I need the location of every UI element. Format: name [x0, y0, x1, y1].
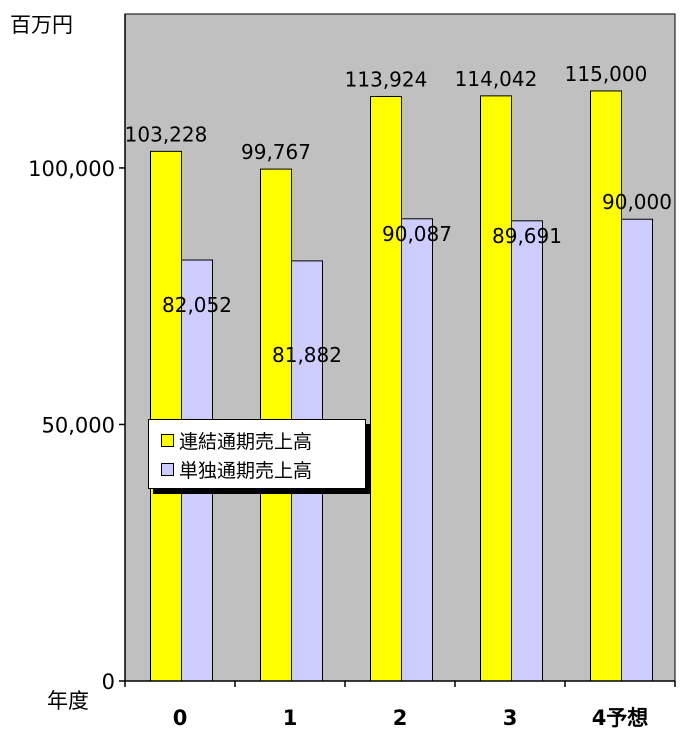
- y-axis-unit-label: 百万円: [10, 13, 73, 37]
- bar-consolidated-4: [590, 90, 622, 682]
- bar-consolidated-2: [370, 95, 402, 682]
- legend-item-consolidated: 連結通期売上高: [161, 426, 365, 455]
- data-label-consolidated-1: 99,767: [241, 140, 311, 164]
- legend-swatch-consolidated: [161, 434, 174, 447]
- bar-standalone-4: [621, 218, 653, 682]
- x-tick-label-4: 4予想: [592, 706, 649, 730]
- data-label-consolidated-3: 114,042: [455, 67, 538, 91]
- legend-label-consolidated: 連結通期売上高: [179, 431, 313, 453]
- data-label-standalone-2: 90,087: [382, 222, 452, 246]
- x-tick-label-3: 3: [503, 706, 518, 730]
- y-tick-label-100000: 100,000: [28, 157, 115, 181]
- bar-standalone-2: [401, 218, 433, 682]
- legend-label-standalone: 単独通期売上高: [179, 460, 313, 482]
- data-label-consolidated-0: 103,228: [125, 122, 208, 146]
- x-axis-unit-label: 年度: [47, 689, 89, 713]
- data-label-standalone-1: 81,882: [272, 343, 342, 367]
- legend-item-standalone: 単独通期売上高: [161, 455, 365, 484]
- x-tick-label-0: 0: [173, 706, 188, 730]
- x-tick-label-2: 2: [393, 706, 408, 730]
- legend-swatch-standalone: [161, 463, 174, 476]
- bar-consolidated-0: [150, 150, 182, 682]
- legend: 連結通期売上高 単独通期売上高: [148, 419, 366, 489]
- bar-standalone-3: [511, 220, 543, 682]
- bar-consolidated-3: [480, 95, 512, 682]
- x-tick-label-1: 1: [283, 706, 298, 730]
- data-label-standalone-0: 82,052: [162, 293, 232, 317]
- data-label-standalone-4: 90,000: [602, 190, 672, 214]
- data-label-consolidated-2: 113,924: [345, 67, 428, 91]
- data-label-consolidated-4: 115,000: [565, 62, 648, 86]
- y-tick-label-0: 0: [102, 670, 115, 694]
- y-tick-label-50000: 50,000: [42, 413, 115, 437]
- data-label-standalone-3: 89,691: [492, 224, 562, 248]
